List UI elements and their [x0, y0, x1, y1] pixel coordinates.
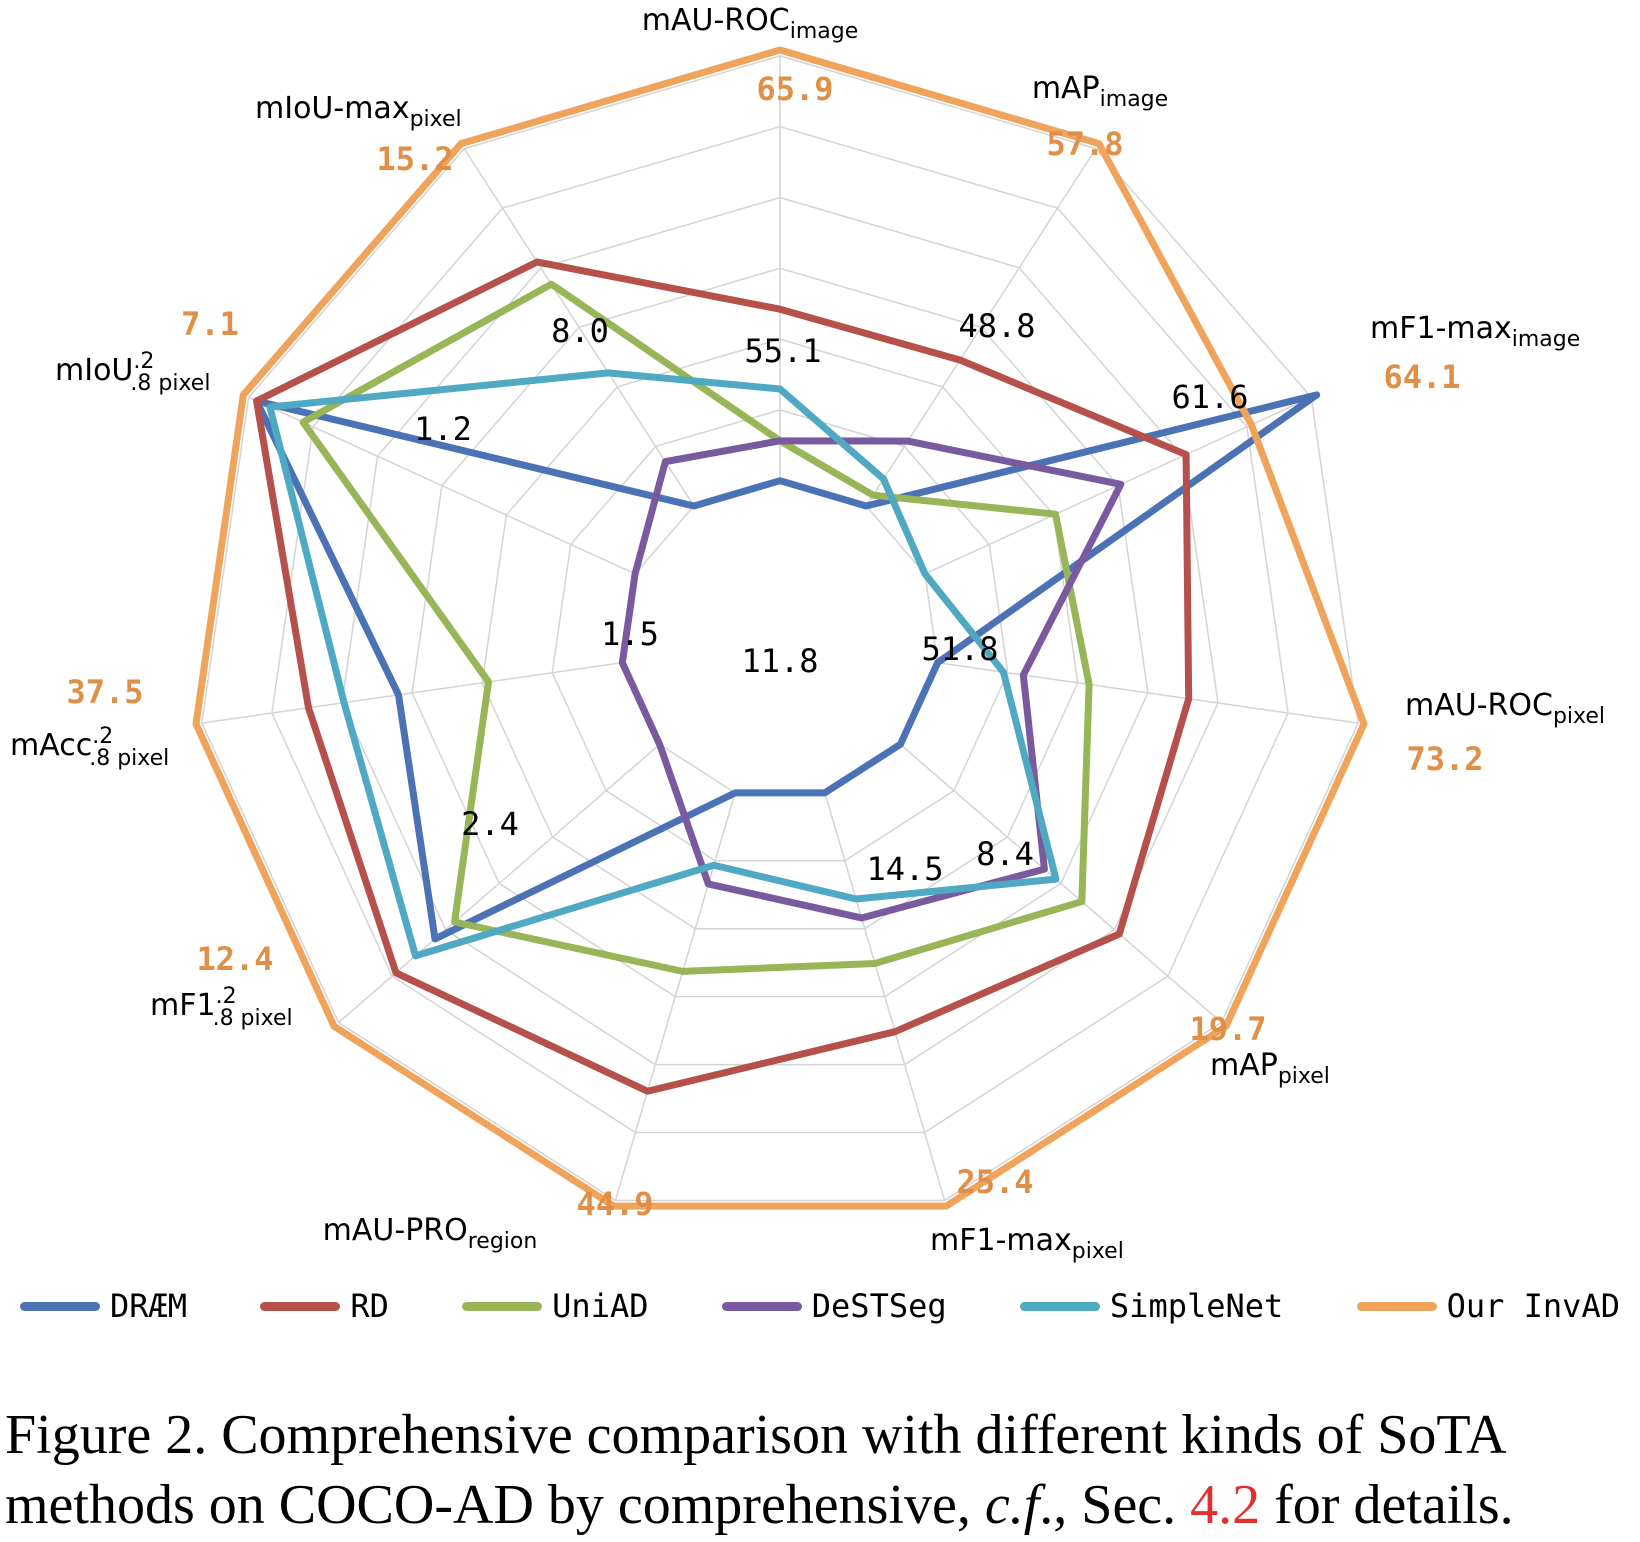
axis-label-7: mF1.2.8 pixel	[150, 984, 293, 1031]
legend-swatch	[462, 1301, 543, 1311]
grid-spoke-10	[463, 148, 695, 507]
axis-label-8: mAcc.2.8 pixel	[10, 724, 169, 771]
legend-item-draem: DRÆM	[20, 1287, 187, 1325]
legend-label: DeSTSeg	[811, 1287, 947, 1325]
grid-ring-6	[201, 55, 1359, 1202]
radar-grid	[201, 55, 1359, 1202]
axis-min-label-6: 11.8	[741, 642, 818, 680]
legend-swatch	[20, 1301, 100, 1311]
grid-spoke-9	[248, 396, 636, 575]
legend-label: Our InvAD	[1446, 1287, 1620, 1325]
grid-spoke-1	[865, 148, 1097, 507]
caption-text-mid: ., Sec.	[1039, 1474, 1191, 1536]
legend-label: SimpleNet	[1109, 1287, 1284, 1325]
axis-min-label-10: 8.0	[551, 312, 609, 350]
legend-label: RD	[350, 1287, 389, 1325]
series-line-our-invad	[192, 46, 1368, 1210]
legend-item-destseg: DeSTSeg	[721, 1287, 947, 1325]
axis-max-label-8: 37.5	[66, 673, 143, 711]
axis-max-label-10: 15.2	[376, 140, 453, 178]
legend-item-rd: RD	[260, 1287, 389, 1325]
grid-spoke-6	[614, 792, 736, 1201]
axis-min-label-5: 14.5	[866, 850, 943, 888]
axis-label-0: mAU-ROCimage	[642, 3, 858, 44]
axis-max-label-3: 73.2	[1406, 740, 1483, 778]
axis-min-label-0: 55.1	[744, 332, 821, 370]
axis-max-label-2: 64.1	[1383, 358, 1460, 396]
legend-label: UniAD	[552, 1287, 649, 1325]
axis-min-label-9: 1.2	[414, 410, 472, 448]
legend-label: DRÆM	[110, 1287, 188, 1325]
axis-label-1: mAPimage	[1032, 71, 1168, 112]
caption-cf: c.f	[984, 1474, 1040, 1536]
axis-min-label-8: 1.5	[601, 615, 659, 653]
axis-min-label-3: 51.8	[921, 630, 998, 668]
grid-spoke-3	[937, 661, 1359, 724]
grid-ring-5	[271, 125, 1289, 1134]
axis-label-4: mAPpixel	[1210, 1048, 1330, 1089]
axis-label-9: mIoU.2.8 pixel	[55, 349, 210, 396]
radar-series-lines	[192, 46, 1368, 1210]
axis-min-label-1: 48.8	[958, 307, 1035, 345]
figure-caption: Figure 2. Comprehensive comparison with …	[5, 1400, 1635, 1540]
axis-max-label-5: 25.4	[956, 1163, 1033, 1201]
axis-max-label-4: 19.7	[1189, 1010, 1266, 1048]
radar-labels: mAU-ROCimage 65.9 55.1 mAPimage 57.8 48.8 mF1-…	[10, 3, 1605, 1264]
axis-max-label-0: 65.9	[756, 70, 833, 108]
axis-max-label-9: 7.1	[181, 305, 239, 343]
grid-ring-3	[411, 267, 1149, 998]
caption-section-link[interactable]: 4.2	[1190, 1474, 1261, 1536]
axis-min-label-4: 8.4	[976, 835, 1034, 873]
axis-label-2: mF1-maximage	[1370, 311, 1580, 352]
axis-label-6: mAU-PROregion	[323, 1213, 538, 1254]
legend-item-simplenet: SimpleNet	[1019, 1287, 1284, 1325]
grid-spoke-4	[899, 743, 1222, 1024]
series-line-destseg	[618, 437, 1125, 922]
axis-label-5: mF1-maxpixel	[930, 1223, 1124, 1264]
legend-swatch	[721, 1301, 802, 1311]
series-line-rd	[253, 258, 1193, 1095]
axis-max-label-6: 44.9	[576, 1185, 653, 1223]
grid-ring-2	[481, 338, 1079, 930]
legend-item-invad: Our InvAD	[1356, 1287, 1620, 1325]
grid-ring-4	[341, 196, 1219, 1066]
grid-spoke-8	[201, 661, 623, 724]
radar-chart: mAU-ROCimage 65.9 55.1 mAPimage 57.8 48.8 mF1-…	[10, 3, 1605, 1264]
axis-max-label-1: 57.8	[1046, 125, 1123, 163]
axis-label-3: mAU-ROCpixel	[1405, 688, 1605, 729]
chart-legend: DRÆM RD UniAD DeSTSeg SimpleNet Our InvA…	[20, 1282, 1620, 1330]
legend-swatch	[260, 1301, 341, 1311]
axis-min-label-2: 61.6	[1171, 378, 1248, 416]
axis-max-label-7: 12.4	[196, 940, 273, 978]
caption-text-before: Figure 2. Comprehensive comparison with …	[5, 1404, 1504, 1536]
legend-item-uniad: UniAD	[462, 1287, 648, 1325]
grid-ring-1	[551, 409, 1009, 862]
grid-ring-0	[621, 479, 939, 794]
caption-text-after: for details.	[1260, 1474, 1514, 1536]
axis-min-label-7: 2.4	[461, 805, 519, 843]
legend-swatch	[1019, 1301, 1100, 1311]
axis-label-10: mIoU-maxpixel	[255, 91, 462, 132]
series-line-simplenet	[266, 369, 1060, 960]
grid-spoke-7	[338, 743, 661, 1024]
grid-spoke-5	[824, 792, 946, 1201]
legend-swatch	[1356, 1301, 1437, 1311]
